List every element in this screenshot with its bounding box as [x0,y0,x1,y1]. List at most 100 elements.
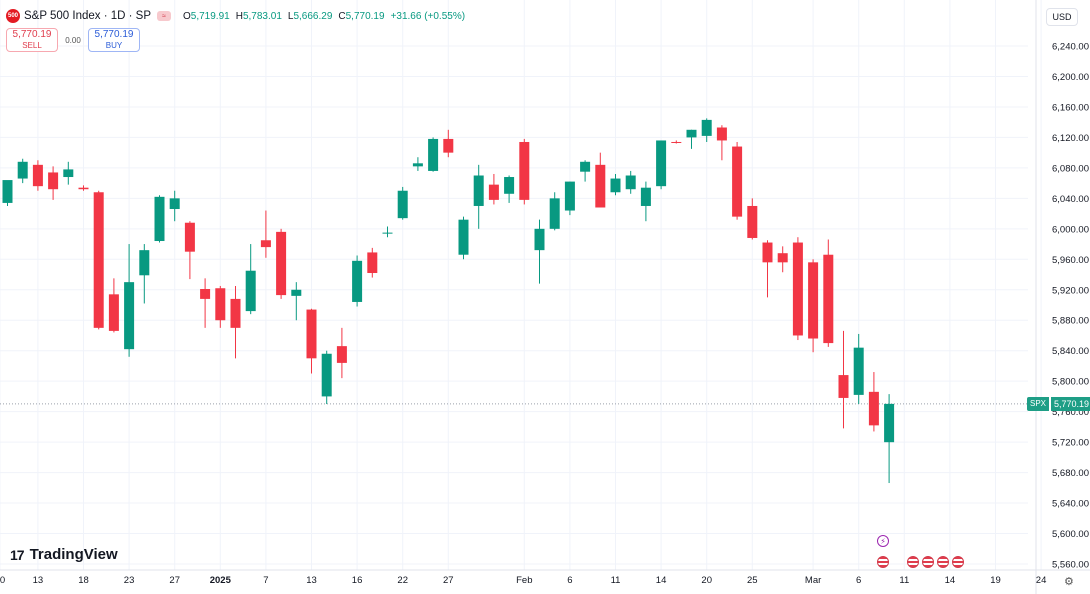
candle-body [184,222,195,252]
candle-body [762,242,773,263]
candle-body [2,180,13,203]
y-tick-label: 5,720.00 [1052,438,1089,449]
ohlc-open: O5,719.91 [183,10,230,22]
us-flag-icon[interactable] [907,556,919,568]
currency-selector[interactable]: USD [1046,8,1078,26]
x-tick-label: 11 [611,575,621,586]
y-tick-label: 5,960.00 [1052,255,1089,266]
candle-body [276,231,287,296]
candle-body [853,347,864,395]
x-tick-label: 27 [443,575,454,586]
candle-body [580,161,591,172]
x-tick-label: 6 [856,575,861,586]
x-tick-label: 10 [0,575,5,586]
x-tick-label: 25 [747,575,758,586]
x-tick-label: 23 [124,575,135,586]
candle-body [169,198,180,210]
symbol-legend: 500 S&P 500 Index · 1D · SP ≈ O5,719.91 … [6,9,465,23]
x-tick-label: 22 [397,575,408,586]
ohlc-low: L5,666.29 [287,10,333,22]
candle-body [108,294,119,331]
candle-body [443,138,454,153]
brand-name: TradingView [29,546,118,563]
candle-body [671,141,682,143]
last-price-symbol: SPX [1027,396,1050,411]
ohlc-change: +31.66 (+0.55%) [390,10,466,22]
us-flag-icon[interactable] [922,556,934,568]
last-price-value: 5,770.19 [1051,396,1090,411]
y-tick-label: 6,200.00 [1052,72,1089,83]
candle-body [716,127,727,141]
tradingview-logo[interactable]: 17 TradingView [10,546,118,563]
candle-body [260,240,271,248]
candle-body [701,119,712,136]
x-tick-label: 24 [1036,575,1047,586]
candle-body [777,253,788,263]
x-tick-label: 27 [169,575,180,586]
candle-body [336,346,347,363]
candle-body [291,289,302,296]
x-tick-label: 7 [263,575,268,586]
tradingview-mark-icon: 17 [10,546,25,563]
candle-body [321,353,332,397]
candle-body [595,164,606,208]
candle-body [412,163,423,167]
x-tick-label: 11 [899,575,909,586]
ohlc-values: O5,719.91 H5,783.01 L5,666.29 C5,770.19 … [183,11,465,22]
symbol-title[interactable]: S&P 500 Index · 1D · SP [24,10,151,22]
y-tick-label: 5,600.00 [1052,529,1089,540]
us-flag-icon[interactable] [952,556,964,568]
candle-body [428,138,439,171]
sp500-logo-icon: 500 [6,9,20,23]
lightning-icon[interactable]: ⚡ [877,535,889,547]
candle-body [154,196,165,242]
y-tick-label: 5,840.00 [1052,346,1089,357]
candle-body [656,140,667,187]
x-tick-label: Feb [516,575,532,586]
candle-body [838,375,849,398]
candle-body [534,228,545,251]
candle-body [17,161,28,179]
candle-body [382,232,393,234]
candle-body [215,288,226,321]
y-tick-label: 5,640.00 [1052,499,1089,510]
y-tick-label: 6,040.00 [1052,194,1089,205]
candle-body [78,187,89,190]
x-tick-label: 16 [352,575,363,586]
y-tick-label: 6,080.00 [1052,163,1089,174]
us-flag-icon[interactable] [877,556,889,568]
candle-body [792,242,803,336]
eye-toggle-icon[interactable]: ≈ [157,11,171,21]
candle-body [352,260,363,302]
candle-body [564,181,575,211]
y-tick-label: 5,800.00 [1052,377,1089,388]
candle-body [139,250,150,276]
candle-body [884,403,895,443]
candle-body [200,289,211,299]
trade-panel: 5,770.19 SELL 0.00 5,770.19 BUY [6,28,140,52]
us-flag-icon[interactable] [937,556,949,568]
settings-icon[interactable]: ⚙ [1064,576,1074,588]
buy-button[interactable]: 5,770.19 BUY [88,28,140,52]
x-tick-label: 19 [990,575,1001,586]
candle-body [747,205,758,238]
candle-body [549,198,560,229]
y-tick-label: 5,680.00 [1052,468,1089,479]
candle-body [124,282,135,350]
last-price-label: SPX 5,770.19 [1027,396,1090,411]
y-tick-label: 5,880.00 [1052,316,1089,327]
x-tick-label: 13 [306,575,317,586]
x-tick-label: 18 [78,575,89,586]
candle-body [732,146,743,217]
sell-button[interactable]: 5,770.19 SELL [6,28,58,52]
candle-body [610,178,621,193]
x-tick-label: 13 [33,575,44,586]
ohlc-high: H5,783.01 [235,10,282,22]
y-tick-label: 6,160.00 [1052,102,1089,113]
candle-body [808,262,819,339]
x-tick-label: 14 [945,575,956,586]
candle-body [306,309,317,359]
y-tick-label: 5,920.00 [1052,285,1089,296]
candle-body [245,270,256,312]
